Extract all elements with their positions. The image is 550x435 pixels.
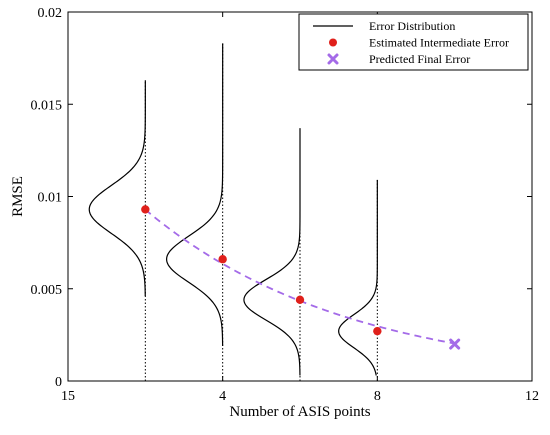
x-tick-label: 4 — [219, 389, 226, 404]
y-tick-label: 0.005 — [31, 283, 63, 298]
error-distribution-3 — [243, 128, 301, 376]
legend-box — [298, 13, 529, 71]
y-tick-label: 0.01 — [38, 191, 63, 206]
estimated-error-point-4 — [373, 326, 382, 336]
estimated-error-point-1 — [141, 205, 150, 214]
x-axis-title: Number of ASIS points — [229, 404, 370, 420]
estimated-error-point-3 — [295, 295, 305, 305]
legend-label: Estimated Intermediate Error — [369, 36, 509, 50]
x-ticks: 15 4 8 12 — [61, 12, 539, 404]
x-tick-label: 8 — [374, 389, 381, 404]
y-axis-title: RMSE — [10, 176, 26, 217]
y-tick-label: 0.015 — [31, 98, 63, 113]
predicted-final-point — [449, 338, 461, 350]
error-distribution-1 — [88, 80, 146, 297]
legend-x-swatch — [327, 53, 339, 65]
legend-circle-swatch — [329, 38, 337, 47]
y-tick-label: 0.02 — [38, 6, 63, 21]
legend: Error Distribution Estimated Intermediate… — [298, 13, 529, 71]
x-tick-label: 12 — [525, 389, 539, 404]
error-distribution-2 — [165, 43, 224, 346]
error-distribution-4 — [338, 179, 378, 376]
x-tick-label: 15 — [61, 389, 75, 404]
legend-label: Error Distribution — [369, 19, 455, 33]
points-layer — [141, 205, 461, 350]
y-ticks: 0 0.005 0.01 0.015 0.02 — [31, 6, 532, 390]
y-tick-label: 0 — [55, 375, 62, 390]
distribution-layer — [88, 43, 378, 381]
legend-label: Predicted Final Error — [369, 52, 470, 66]
estimated-error-point-2 — [218, 255, 227, 264]
